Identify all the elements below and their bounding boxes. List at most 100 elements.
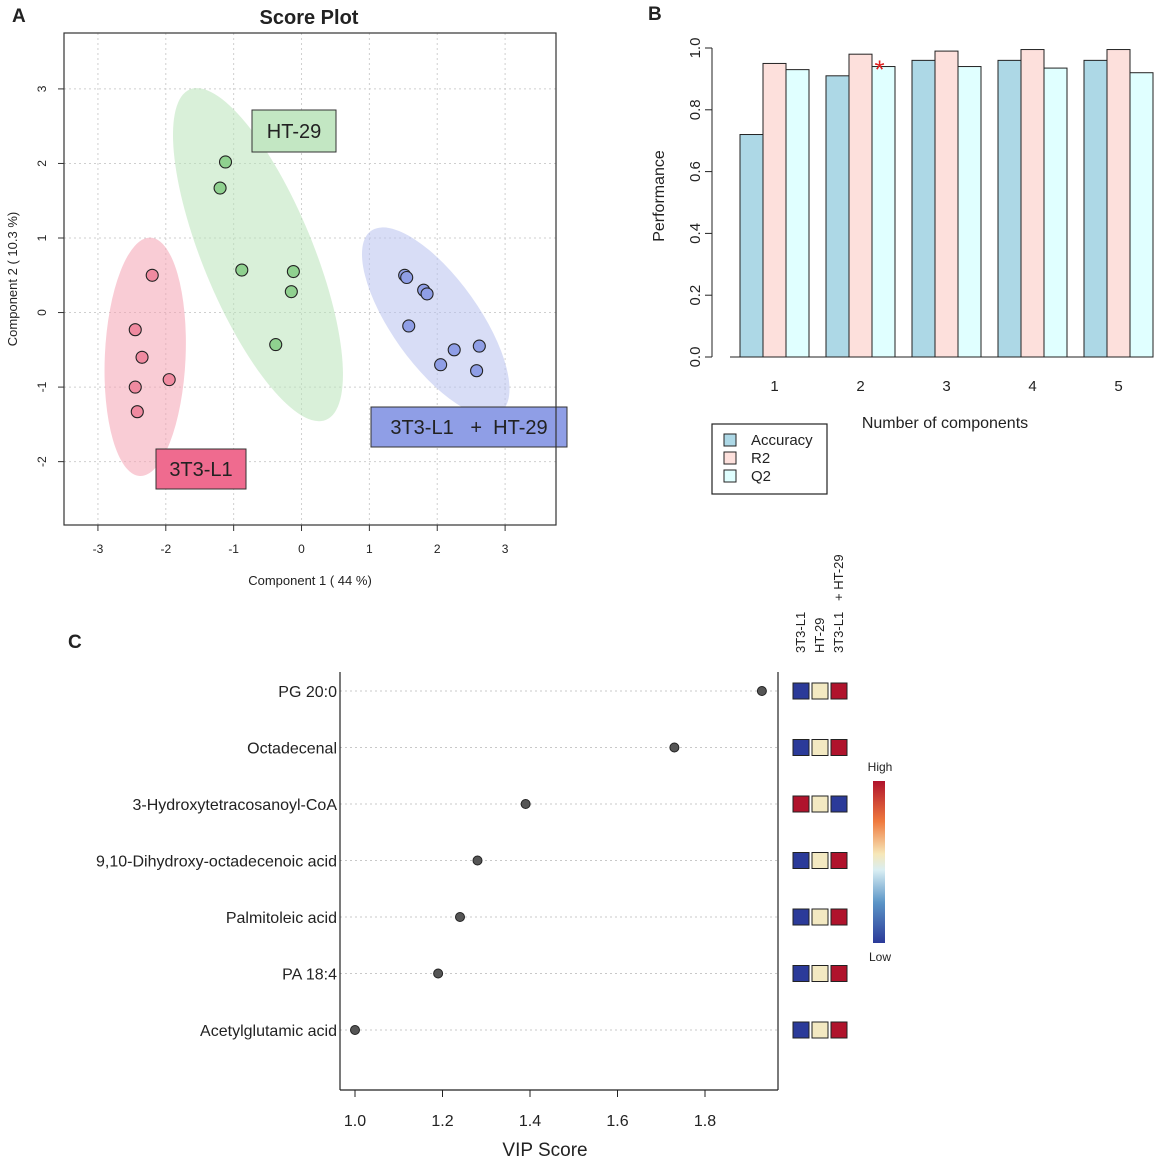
- score-point-2-8: [470, 364, 484, 378]
- x-tick-label-2: 3: [942, 378, 950, 395]
- bar-accuracy-5: [1083, 59, 1108, 358]
- score-plot-frame: [63, 32, 557, 526]
- score-plot-points: [128, 155, 486, 419]
- feature-label-5: PA 18:4: [282, 967, 337, 984]
- vip-point-1: [669, 742, 680, 753]
- legend-label-2: Q2: [751, 468, 771, 485]
- vip-x-label: VIP Score: [502, 1140, 587, 1161]
- score-point-2-1: [400, 270, 414, 285]
- bar-r2-4: [1020, 49, 1045, 358]
- x-tick-label-0: -3: [93, 542, 104, 556]
- performance-ticks: 0.0 0.2 0.4 0.6 0.8 1.0 1 2 3 4 5: [687, 38, 1123, 395]
- y-tick-label-0: -2: [35, 456, 49, 467]
- panel-letter-b: B: [648, 4, 662, 25]
- heat-cell-0-1: [811, 682, 829, 700]
- confidence-ellipse-2: [361, 227, 510, 416]
- colorbar-high-label: High: [868, 760, 893, 774]
- vip-point-0: [756, 686, 767, 696]
- heat-cell-3-1: [811, 852, 829, 869]
- heat-cell-6-2: [830, 1021, 848, 1039]
- feature-label-0: PG 20:0: [278, 684, 337, 701]
- legend-swatch-1: [723, 451, 737, 465]
- feature-label-1: Octadecenal: [247, 741, 337, 758]
- y-tick-label-0: 0.0: [687, 347, 704, 368]
- vip-x-ticks: 1.0 1.2 1.4 1.6 1.8: [344, 1090, 716, 1130]
- score-point-1-5: [269, 338, 283, 352]
- x-tick-label-0: 1.0: [344, 1113, 366, 1130]
- x-tick-label-3: 4: [1028, 378, 1036, 395]
- x-tick-label-4: 1.8: [694, 1113, 716, 1130]
- score-point-1-3: [286, 264, 300, 279]
- score-plot-group-labels: 3T3-L1 HT-29 3T3-L1 + HT-29: [155, 109, 568, 490]
- bar-q2-5: [1129, 72, 1154, 358]
- feature-label-4: Palmitoleic acid: [226, 910, 337, 927]
- heat-cell-1-0: [792, 739, 810, 756]
- heat-cell-6-1: [811, 1021, 829, 1039]
- heat-cell-3-2: [830, 852, 848, 869]
- heat-cell-0-0: [792, 682, 810, 700]
- x-tick-label-2: 1.4: [519, 1113, 541, 1130]
- x-tick-label-1: -2: [160, 542, 171, 556]
- y-tick-label-1: 0.2: [687, 285, 704, 306]
- score-point-0-1: [128, 323, 142, 337]
- bar-accuracy-1: [739, 134, 764, 358]
- score-point-0-4: [128, 380, 142, 394]
- x-tick-label-4: 1: [366, 542, 373, 556]
- vip-point-6: [350, 1025, 360, 1035]
- x-tick-label-1: 1.2: [431, 1113, 453, 1130]
- heat-cell-0-2: [830, 682, 848, 700]
- bar-r2-2: [848, 53, 873, 358]
- score-point-2-7: [434, 358, 448, 372]
- best-component-star: *: [874, 55, 884, 85]
- feature-label-2: 3-Hydroxytetracosanoyl-CoA: [132, 797, 337, 814]
- score-point-2-6: [447, 343, 461, 357]
- y-tick-label-4: 2: [35, 160, 49, 167]
- bar-q2-4: [1043, 67, 1068, 358]
- heat-column-header-1: HT-29: [812, 618, 827, 653]
- heat-cell-4-1: [811, 908, 829, 926]
- score-point-2-3: [420, 287, 434, 301]
- heat-cell-2-1: [811, 795, 829, 813]
- heat-cell-2-2: [830, 795, 848, 813]
- legend-swatch-2: [723, 469, 737, 483]
- y-tick-label-4: 0.8: [687, 99, 704, 120]
- score-point-1-2: [235, 263, 249, 277]
- confidence-ellipse-1: [172, 88, 343, 422]
- score-point-1-1: [213, 181, 227, 195]
- y-tick-label-2: 0.4: [687, 223, 704, 244]
- score-point-0-5: [130, 405, 144, 419]
- score-point-2-4: [402, 319, 416, 333]
- score-point-0-2: [135, 350, 149, 364]
- group-label-1: HT-29: [267, 121, 321, 143]
- heat-cell-1-1: [811, 739, 829, 756]
- heat-cell-1-2: [830, 739, 848, 756]
- heat-cell-5-0: [792, 965, 810, 982]
- x-tick-label-0: 1: [770, 378, 778, 395]
- vip-point-5: [433, 968, 444, 979]
- colorbar-low-label: Low: [869, 950, 891, 964]
- colorbar-gradient: [873, 781, 885, 943]
- bar-r2-3: [934, 50, 959, 358]
- heat-cell-6-0: [792, 1021, 810, 1039]
- vip-score-chart: PG 20:0 Octadecenal 3-Hydroxytetracosanoyl…: [96, 554, 892, 1161]
- bar-accuracy-3: [911, 59, 936, 358]
- feature-label-3: 9,10-Dihydroxy-octadecenoic acid: [96, 854, 337, 871]
- score-point-1-0: [218, 155, 233, 169]
- score-plot-x-label: Component 1 ( 44 %): [248, 573, 372, 588]
- y-tick-label-2: 0: [35, 309, 49, 316]
- vip-point-3: [472, 855, 483, 866]
- bar-q2-1: [785, 69, 810, 358]
- score-plot-ticks: -3 -2 -1 0 1 2 3 -2 -1 0 1 2 3: [35, 85, 509, 556]
- legend-label-0: Accuracy: [751, 432, 813, 449]
- score-plot-y-label: Component 2 ( 10.3 %): [5, 212, 20, 346]
- vip-point-2: [520, 799, 531, 809]
- y-tick-label-3: 1: [35, 234, 49, 241]
- bar-q2-3: [957, 66, 982, 358]
- x-tick-label-6: 3: [502, 542, 509, 556]
- x-tick-label-4: 5: [1114, 378, 1122, 395]
- score-point-0-0: [145, 268, 159, 282]
- heat-column-header-2: 3T3-L1 + HT-29: [831, 554, 846, 653]
- heatmap-colorbar: High Low: [868, 760, 893, 964]
